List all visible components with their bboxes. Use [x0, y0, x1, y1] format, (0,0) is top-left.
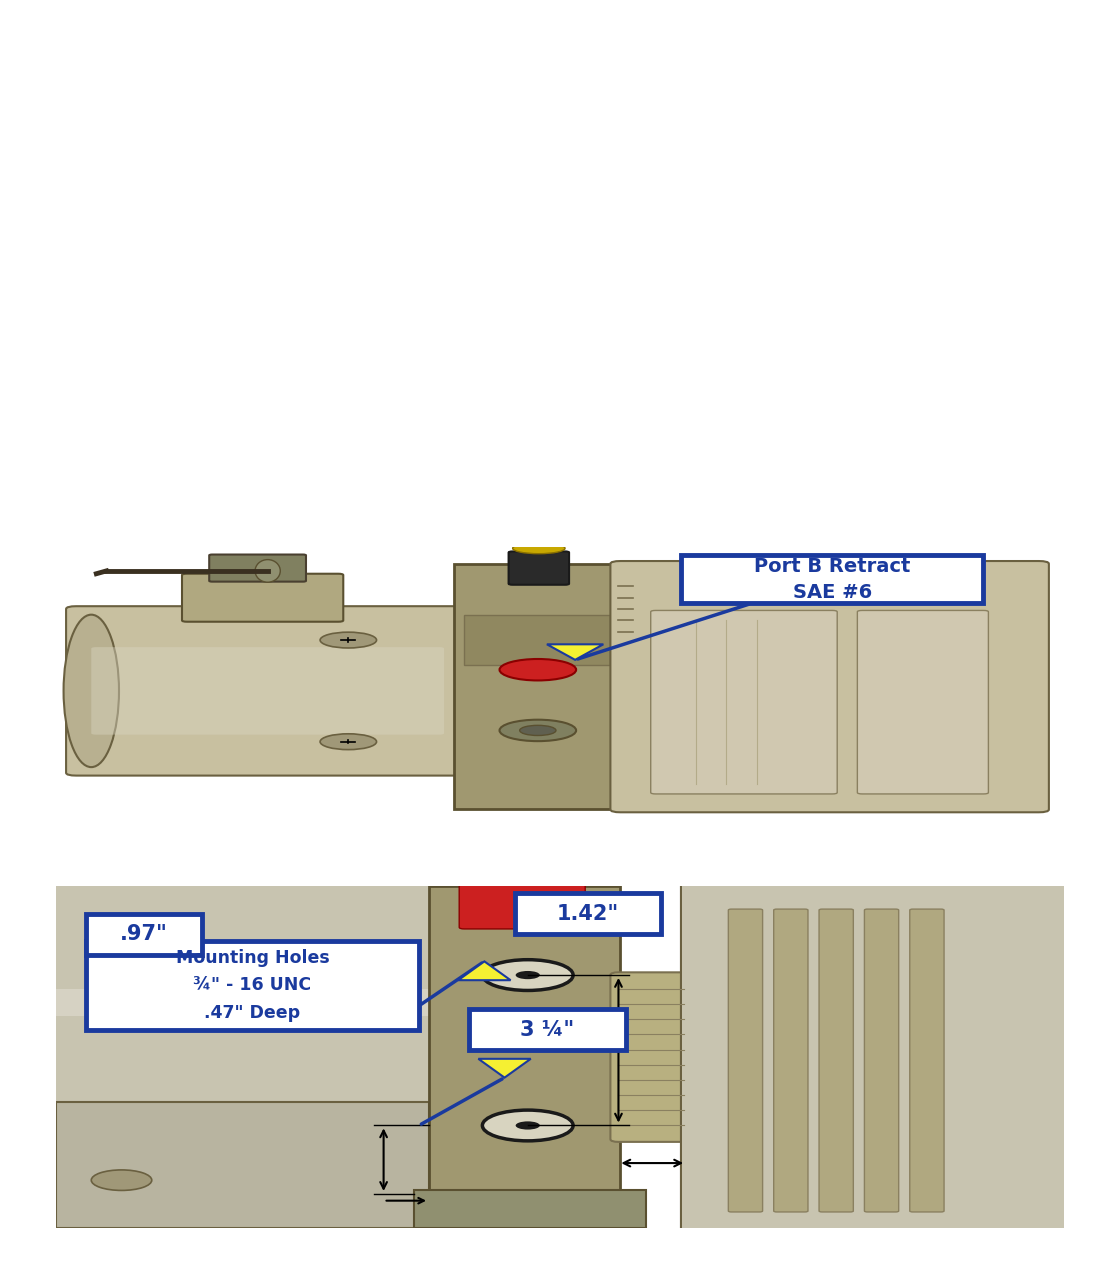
FancyBboxPatch shape [181, 573, 343, 622]
FancyBboxPatch shape [819, 909, 853, 1212]
Bar [413, 1190, 645, 1228]
Circle shape [92, 1170, 151, 1190]
FancyBboxPatch shape [728, 909, 763, 1212]
Circle shape [515, 1122, 540, 1129]
Ellipse shape [255, 560, 280, 582]
Text: 1.42": 1.42" [557, 904, 619, 923]
Circle shape [483, 1110, 573, 1141]
Circle shape [500, 719, 576, 741]
FancyBboxPatch shape [469, 1009, 625, 1051]
FancyBboxPatch shape [515, 893, 661, 934]
Circle shape [500, 660, 576, 680]
FancyBboxPatch shape [459, 885, 586, 929]
FancyBboxPatch shape [610, 972, 692, 1142]
Ellipse shape [64, 615, 119, 767]
Circle shape [320, 632, 376, 648]
Bar [56, 989, 429, 1017]
Bar [464, 615, 610, 666]
Text: Underside of Pump: Underside of Pump [411, 843, 709, 871]
FancyBboxPatch shape [651, 610, 837, 794]
Text: Mounting Holes
¾" - 16 UNC
.47" Deep: Mounting Holes ¾" - 16 UNC .47" Deep [176, 948, 329, 1022]
Text: Opposite Side of Pump: Opposite Side of Pump [381, 504, 739, 532]
Circle shape [320, 734, 376, 749]
FancyBboxPatch shape [86, 914, 203, 955]
FancyBboxPatch shape [681, 556, 983, 604]
FancyBboxPatch shape [92, 647, 444, 734]
FancyBboxPatch shape [40, 881, 455, 1110]
FancyBboxPatch shape [66, 606, 469, 776]
FancyBboxPatch shape [610, 561, 1049, 813]
Bar [429, 886, 620, 1194]
Ellipse shape [513, 543, 564, 553]
Text: Port B Retract
SAE #6: Port B Retract SAE #6 [754, 557, 911, 603]
FancyBboxPatch shape [209, 555, 306, 581]
Circle shape [130, 967, 214, 996]
FancyBboxPatch shape [681, 881, 1074, 1229]
Text: 3 ¼": 3 ¼" [521, 1020, 575, 1039]
Polygon shape [547, 644, 604, 660]
Polygon shape [478, 1058, 531, 1077]
Polygon shape [458, 961, 511, 980]
Circle shape [483, 960, 573, 990]
FancyBboxPatch shape [909, 909, 944, 1212]
FancyBboxPatch shape [508, 552, 569, 585]
FancyBboxPatch shape [865, 909, 898, 1212]
Text: .97": .97" [120, 924, 168, 944]
FancyBboxPatch shape [774, 909, 808, 1212]
Bar [455, 563, 620, 809]
FancyBboxPatch shape [858, 610, 989, 794]
Bar [56, 1101, 429, 1228]
Circle shape [520, 725, 556, 736]
Circle shape [515, 971, 540, 979]
FancyBboxPatch shape [86, 941, 419, 1029]
